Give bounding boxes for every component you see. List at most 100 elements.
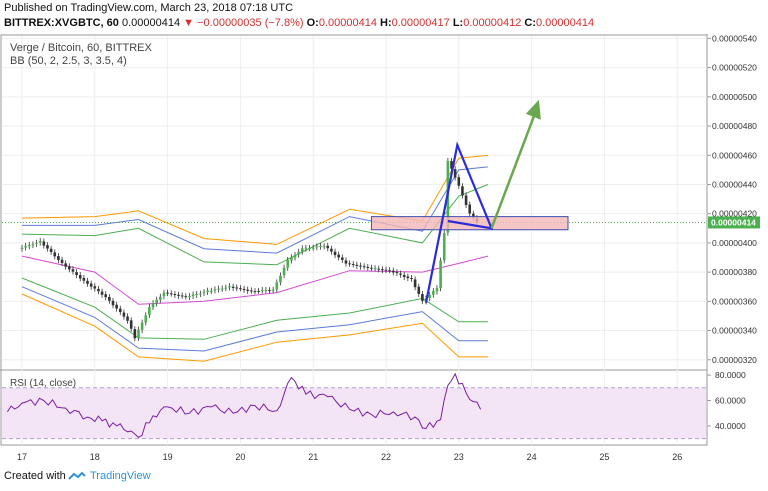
candle-body <box>421 294 424 301</box>
rsi-panel <box>2 372 707 440</box>
candle-body <box>359 265 362 267</box>
price-tick-label: 0.00000520 <box>712 63 757 73</box>
time-tick-label: 24 <box>527 452 537 462</box>
time-tick-label: 26 <box>672 452 682 462</box>
candle-body <box>159 296 162 300</box>
drawing-annotations[interactable] <box>370 99 569 304</box>
time-tick-label: 20 <box>235 452 245 462</box>
candle-body <box>381 269 384 271</box>
candle-body <box>326 245 330 249</box>
candle-body <box>417 286 421 294</box>
candle-body <box>432 290 435 295</box>
price-tick-label: 0.00000340 <box>712 326 757 336</box>
bb-lower-mid-line <box>21 286 488 352</box>
candle-body <box>64 263 67 267</box>
candle-body <box>133 329 137 339</box>
candle-body <box>362 266 366 268</box>
close-value: 0.00000414 <box>536 17 595 29</box>
breakout-arrow-head <box>525 99 541 120</box>
rsi-legend-label[interactable]: RSI (14, close) <box>10 378 77 389</box>
candle-body <box>290 257 293 261</box>
price-change: −0.00000035 (−7.8%) <box>197 17 304 29</box>
candle-body <box>264 289 268 291</box>
candle-body <box>468 204 472 214</box>
rsi-tick-label: 60.0000 <box>715 396 746 406</box>
published-line: Published on TradingView.com, March 23, … <box>4 2 294 14</box>
candle-body <box>271 289 275 291</box>
candle-body <box>253 291 257 293</box>
candle-body <box>231 286 235 288</box>
candle-body <box>213 289 217 291</box>
candle-body <box>111 300 115 306</box>
candle-body <box>333 251 337 256</box>
gridlines <box>2 36 707 445</box>
tradingview-logo-icon[interactable] <box>68 471 86 481</box>
candle-body <box>60 259 64 263</box>
candle-body <box>257 290 260 292</box>
time-tick-label: 23 <box>454 452 464 462</box>
candle-body <box>118 308 122 313</box>
candle-body <box>46 245 49 249</box>
candle-body <box>435 288 439 292</box>
candle-body <box>126 316 129 321</box>
candle-body <box>202 292 206 294</box>
candle-body <box>24 245 27 248</box>
candle-body <box>282 267 286 276</box>
time-tick-label: 25 <box>599 452 609 462</box>
symbol-label[interactable]: BITTREX:XVGBTC, 60 <box>4 17 119 29</box>
bb-lower-inner-line <box>21 277 488 340</box>
bb-lower-outer-line <box>21 293 488 362</box>
breakout-arrow-line <box>490 113 537 229</box>
pennant-triangle <box>424 141 494 304</box>
bb-legend-label[interactable]: BB (50, 2, 2.5, 3, 3.5, 4) <box>10 55 127 67</box>
candle-body <box>428 294 431 299</box>
candle-body <box>260 289 264 291</box>
low-label: L: <box>452 17 464 29</box>
candle-body <box>311 247 315 249</box>
candle-body <box>315 246 319 248</box>
last-price: 0.00000414 <box>121 17 181 29</box>
candle-body <box>148 306 151 315</box>
candle-body <box>366 267 370 269</box>
candle-body <box>42 241 46 246</box>
last-price-tag-label: 0.00000414 <box>711 217 756 227</box>
price-axis[interactable]: 0.00000540 0.00000520 0.00000500 0.00000480… <box>707 34 760 431</box>
tradingview-brand-link[interactable]: TradingView <box>90 470 151 482</box>
candle-body <box>235 287 239 289</box>
candle-body <box>293 255 297 258</box>
candle-body <box>319 245 322 247</box>
candle-body <box>173 294 177 296</box>
time-tick-label: 22 <box>381 452 391 462</box>
high-label: H: <box>380 17 392 29</box>
candle-body <box>199 293 202 295</box>
candle-body <box>279 275 282 283</box>
candle-body <box>388 270 391 272</box>
candle-body <box>209 290 213 292</box>
chart-frame <box>0 34 708 446</box>
close-label: C: <box>524 17 536 29</box>
series-legend-title[interactable]: Verge / Bitcoin, 60, BITTREX <box>10 42 152 54</box>
candle-body <box>224 287 228 289</box>
candle-body <box>402 275 406 277</box>
candle-body <box>472 213 475 218</box>
candle-body <box>330 248 333 252</box>
time-axis[interactable]: 17 18 19 20 21 22 23 24 25 26 <box>17 452 682 462</box>
candle-body <box>395 272 399 274</box>
candle-body <box>89 283 93 287</box>
candle-body <box>191 294 195 296</box>
candle-body <box>49 248 53 252</box>
candle-body <box>27 244 31 247</box>
chart-header: Published on TradingView.com, March 23, … <box>0 0 768 34</box>
candle-body <box>122 312 126 317</box>
candle-body <box>180 295 184 297</box>
candle-body <box>344 260 348 264</box>
candle-body <box>464 195 468 206</box>
candle-body <box>457 177 461 186</box>
candle-body <box>129 320 133 329</box>
price-chart[interactable]: 0.00000540 0.00000520 0.00000500 0.00000480… <box>0 34 768 462</box>
low-value: 0.00000412 <box>463 17 522 29</box>
time-tick-label: 18 <box>90 452 100 462</box>
rsi-band-fill <box>2 387 706 439</box>
footer: Created with TradingView <box>0 462 768 491</box>
candle-body <box>246 289 249 291</box>
